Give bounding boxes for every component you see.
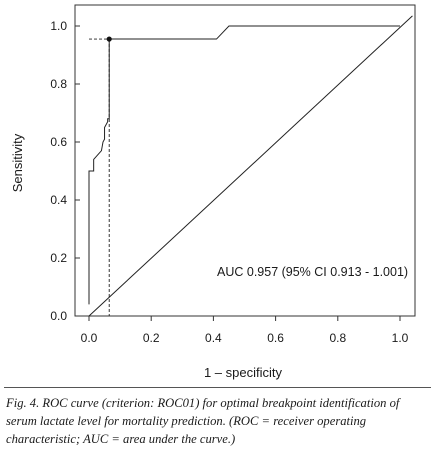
optimal-cutoff-point: [106, 36, 112, 42]
y-tick-label: 0.0: [50, 309, 67, 323]
x-tick-label: 0.4: [205, 331, 222, 345]
x-tick-label: 0.8: [329, 331, 346, 345]
x-tick-label: 0.6: [267, 331, 284, 345]
x-tick-label: 1.0: [392, 331, 409, 345]
x-tick-label: 0.0: [81, 331, 98, 345]
x-axis-ticks: 0.0 0.2 0.4 0.6 0.8 1.0: [81, 316, 409, 345]
roc-curve-line: [88, 25, 400, 305]
y-tick-label: 1.0: [50, 19, 67, 33]
y-tick-label: 0.2: [50, 251, 67, 265]
y-axis-ticks: 0.0 0.2 0.4 0.6 0.8 1.0: [50, 19, 80, 323]
plot-frame: [74, 4, 416, 317]
roc-chart: 0.0 0.2 0.4 0.6 0.8 1.0 0.0 0.2 0.4 0.6 0.8 1.0 Se…: [10, 4, 416, 380]
y-axis-title: Sensitivity: [10, 133, 25, 192]
y-tick-label: 0.4: [50, 193, 67, 207]
auc-annotation: AUC 0.957 (95% CI 0.913 - 1.001): [217, 265, 408, 279]
series-layer: [88, 15, 413, 317]
caption-divider: [4, 387, 431, 388]
x-tick-label: 0.2: [143, 331, 160, 345]
x-axis-title: 1 – specificity: [204, 365, 283, 380]
y-tick-label: 0.8: [50, 77, 67, 91]
y-tick-label: 0.6: [50, 135, 67, 149]
reference-diagonal-line: [88, 15, 413, 317]
figure-caption: Fig. 4. ROC curve (criterion: ROC01) for…: [6, 396, 400, 446]
